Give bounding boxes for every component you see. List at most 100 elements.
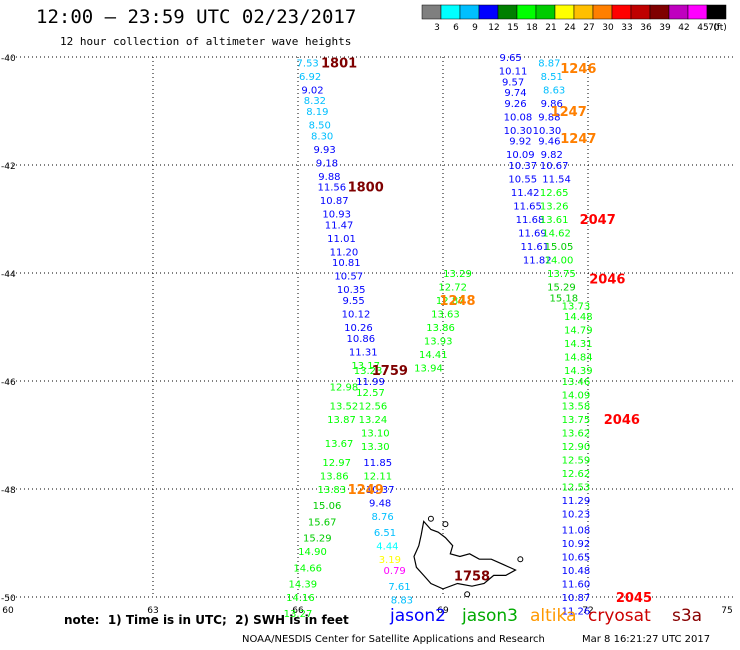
wave-height-label: 11.54 — [542, 175, 571, 186]
wave-height-label: 8.76 — [371, 512, 393, 523]
pass-time-label: 1248 — [439, 294, 475, 309]
wave-height-label: 9.74 — [504, 88, 526, 99]
wave-height-label: 14.41 — [419, 350, 448, 361]
wave-height-label: 9.86 — [541, 99, 563, 110]
pass-time-label: 1758 — [454, 569, 490, 584]
islet — [442, 521, 449, 528]
wave-height-label: 10.35 — [337, 285, 366, 296]
wave-height-label: 14.84 — [564, 353, 593, 364]
wave-height-label: 13.75 — [562, 415, 591, 426]
colorbar-unit: (ft) — [713, 23, 727, 33]
wave-height-label: 13.26 — [540, 202, 569, 213]
wave-height-label: 11.99 — [356, 377, 385, 388]
pass-time-label: 1800 — [348, 181, 384, 196]
colorbar-label: 12 — [488, 23, 499, 33]
colorbar-label: 42 — [678, 23, 689, 33]
wave-height-label: 14.90 — [298, 547, 327, 558]
wave-height-label: 10.26 — [344, 323, 373, 334]
wave-height-label: 8.63 — [543, 85, 565, 96]
wave-height-label: 4.44 — [376, 542, 398, 553]
wave-height-label: 15.29 — [547, 283, 576, 294]
wave-height-label: 10.11 — [499, 67, 528, 78]
wave-height-label: 13.23 — [354, 366, 383, 377]
pass-time-label: 1759 — [372, 364, 408, 379]
wave-height-label: 12.87 — [436, 296, 465, 307]
lon-tick-label: 75 — [721, 606, 732, 616]
lat-tick-label: -44 — [1, 270, 16, 280]
pass-time-label: 1247 — [560, 132, 596, 147]
wave-height-label: 12.59 — [562, 455, 591, 466]
wave-height-label: 11.31 — [349, 347, 378, 358]
wave-height-label: 10.48 — [562, 566, 591, 577]
colorbar-swatch — [706, 4, 727, 20]
pass-time-label: 1246 — [560, 62, 596, 77]
colorbar: 3 6 9 12 15 18 21 24 27 30 33 36 39 42 45 70(ft) — [421, 4, 727, 33]
wave-height-label: 13.17 — [351, 361, 380, 372]
wave-height-label: 10.23 — [562, 509, 591, 520]
wave-height-label: 10.67 — [540, 161, 569, 172]
wave-height-label: 10.86 — [347, 334, 376, 345]
wave-height-label: 10.93 — [322, 210, 351, 221]
wave-height-label: 13.75 — [547, 269, 576, 280]
kerguelen-island — [413, 520, 517, 590]
wave-height-label: 8.50 — [309, 121, 331, 132]
map-title: 12:00 – 23:59 UTC 02/23/2017 — [36, 6, 357, 28]
wave-height-label: 13.62 — [562, 428, 591, 439]
islet — [517, 556, 524, 563]
wave-height-label: 14.39 — [289, 580, 318, 591]
wave-height-label: 9.65 — [500, 53, 522, 64]
wave-height-label: 12.98 — [330, 382, 359, 393]
pass-time-label: 2046 — [589, 272, 625, 287]
colorbar-label: 15 — [507, 23, 518, 33]
wave-height-label: 10.37 — [508, 161, 537, 172]
pass-time-label: 1247 — [551, 105, 587, 120]
wave-height-label: 12.65 — [540, 188, 569, 199]
wave-height-label: 9.92 — [509, 137, 531, 148]
wave-height-label: 13.63 — [431, 310, 460, 321]
wave-height-label: 11.01 — [327, 234, 356, 245]
footer-credit: NOAA/NESDIS Center for Satellite Applica… — [242, 634, 545, 645]
wave-height-label: 11.08 — [562, 526, 591, 537]
wave-height-label: 10.12 — [342, 310, 371, 321]
colorbar-label: 70 — [708, 23, 720, 33]
wave-height-label: 10.65 — [562, 553, 591, 564]
wave-height-label: 15.67 — [308, 517, 337, 528]
wave-height-label: 13.83 — [318, 485, 347, 496]
legend-note: note: 1) Time is in UTC; 2) SWH is in fe… — [64, 613, 349, 627]
wave-height-label: 13.61 — [540, 215, 569, 226]
wave-height-label: 10.08 — [504, 112, 533, 123]
wave-height-label: 11.42 — [511, 188, 540, 199]
wave-height-label: 13.29 — [443, 269, 472, 280]
wave-height-label: 11.82 — [523, 256, 552, 267]
wave-height-label: 9.57 — [502, 77, 524, 88]
wave-height-label: 10.92 — [562, 539, 591, 550]
islet — [427, 515, 434, 522]
lon-tick-label: 60 — [2, 606, 14, 616]
wave-height-label: 11.69 — [518, 229, 547, 240]
wave-height-label: 10.81 — [332, 258, 361, 269]
wave-height-label: 9.82 — [541, 150, 563, 161]
wave-height-label: 15.29 — [303, 534, 332, 545]
wave-height-label: 13.52 — [330, 401, 359, 412]
wave-height-label: 10.87 — [320, 196, 349, 207]
wave-height-label: 11.20 — [330, 247, 359, 258]
wave-height-label: 10.09 — [506, 150, 535, 161]
legend-jason3: jason3 — [462, 606, 518, 626]
wave-height-label: 9.18 — [316, 158, 338, 169]
colorbar-label: 18 — [526, 23, 538, 33]
wave-height-label: 8.19 — [306, 107, 328, 118]
lon-tick-label: 66 — [292, 606, 304, 616]
wave-height-label: 11.26 — [562, 607, 591, 618]
wave-height-label: 13.87 — [327, 415, 356, 426]
wave-height-label: 8.32 — [304, 96, 326, 107]
wave-height-label: 9.55 — [342, 296, 364, 307]
wave-height-label: 11.65 — [513, 202, 542, 213]
wave-height-label: 10.30 — [504, 126, 533, 137]
wave-height-label: 14.16 — [286, 593, 315, 604]
wave-height-label: 14.00 — [545, 256, 574, 267]
wave-height-label: 7.61 — [388, 582, 410, 593]
wave-height-label: 13.94 — [414, 364, 443, 375]
wave-height-label: 12.97 — [322, 458, 351, 469]
wave-height-label: 11.29 — [562, 496, 591, 507]
